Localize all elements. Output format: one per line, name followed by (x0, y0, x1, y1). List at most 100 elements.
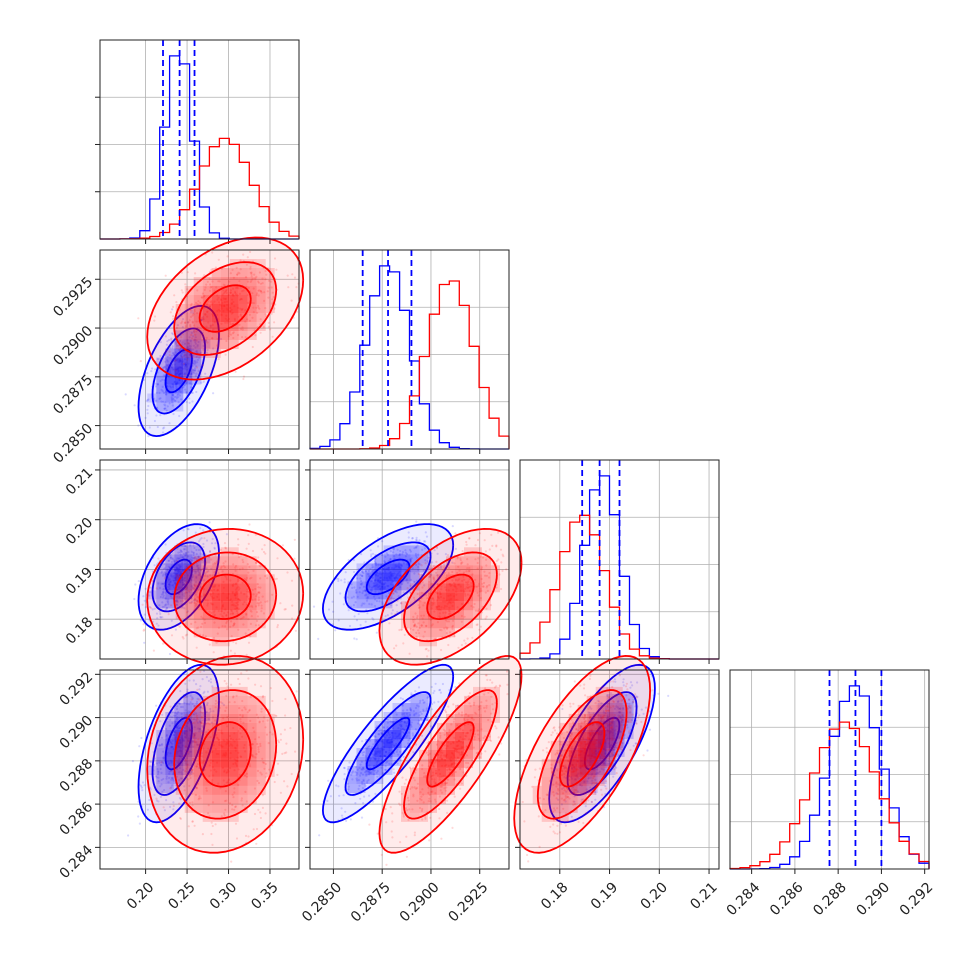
scatter-point (165, 409, 168, 412)
scatter-point (160, 388, 163, 391)
scatter-point (194, 593, 197, 596)
scatter-point (174, 351, 177, 354)
scatter-point (147, 404, 150, 408)
scatter-point (646, 749, 649, 752)
scatter-point (155, 399, 158, 402)
scatter-point (172, 397, 175, 401)
scatter-point (166, 600, 169, 603)
scatter-point (167, 601, 170, 604)
scatter-point (168, 566, 171, 569)
scatter-point (206, 575, 209, 578)
scatter-point (157, 582, 160, 585)
scatter-point (180, 355, 183, 358)
scatter-point (163, 407, 166, 410)
scatter-point (181, 341, 184, 344)
density-cell (183, 330, 193, 340)
scatter-point (312, 605, 316, 608)
density-red-3-0 (146, 655, 305, 854)
scatter-point (192, 344, 195, 347)
scatter-point (194, 367, 197, 370)
scatter-point (166, 355, 169, 359)
density-cell (165, 348, 175, 358)
density-cell (183, 339, 193, 349)
scatter-point (145, 400, 148, 403)
scatter-point (172, 354, 176, 357)
scatter-point (194, 531, 197, 534)
scatter-point (141, 603, 144, 606)
scatter-point (184, 382, 187, 385)
scatter-point (137, 317, 140, 320)
scatter-point (165, 393, 168, 396)
scatter-point (353, 637, 356, 640)
scatter-point (171, 563, 174, 566)
scatter-point (172, 333, 175, 336)
scatter-point (178, 557, 181, 560)
scatter-point (169, 386, 173, 389)
scatter-point (202, 545, 205, 549)
scatter-point (177, 393, 180, 396)
scatter-point (191, 309, 194, 312)
scatter-point (165, 597, 168, 600)
scatter-point (157, 557, 160, 560)
density-cell (156, 402, 166, 412)
scatter-point (164, 401, 167, 404)
contour-blue (151, 327, 206, 415)
scatter-point (161, 378, 164, 381)
scatter-point (154, 385, 157, 388)
scatter-point (139, 360, 142, 363)
density-cell (165, 393, 175, 403)
scatter-point (164, 391, 167, 394)
scatter-point (197, 555, 200, 558)
panel-2-0 (95, 460, 299, 664)
scatter-point (200, 381, 203, 384)
scatter-point (161, 616, 164, 619)
scatter-point (163, 562, 166, 566)
scatter-point (168, 422, 171, 425)
density-cell (192, 339, 202, 349)
scatter-point (175, 395, 178, 398)
scatter-point (176, 595, 179, 598)
scatter-point (194, 350, 197, 353)
scatter-point (155, 391, 158, 394)
scatter-point (197, 574, 200, 577)
scatter-point (161, 582, 164, 585)
scatter-point (144, 416, 147, 419)
scatter-point (176, 344, 179, 347)
scatter-point (172, 560, 176, 563)
scatter-point (177, 401, 180, 404)
scatter-point (327, 779, 330, 782)
scatter-point (208, 521, 211, 524)
scatter-point (193, 369, 196, 372)
scatter-point (213, 546, 216, 549)
scatter-point (161, 385, 164, 388)
scatter-point (199, 351, 202, 354)
scatter-point (166, 359, 169, 362)
scatter-point (155, 704, 158, 707)
scatter-point (177, 396, 180, 399)
scatter-point (184, 388, 187, 391)
scatter-point (173, 399, 176, 402)
scatter-point (177, 348, 180, 351)
scatter-point (159, 616, 162, 619)
scatter-point (142, 623, 145, 626)
scatter-point (200, 537, 203, 540)
scatter-point (151, 608, 154, 611)
scatter-point (187, 551, 190, 554)
scatter-point (242, 377, 245, 381)
scatter-point (162, 374, 165, 377)
scatter-point (190, 585, 193, 588)
scatter-point (182, 529, 185, 532)
scatter-point (174, 341, 177, 344)
scatter-point (146, 398, 149, 402)
scatter-point (172, 559, 175, 562)
scatter-point (140, 736, 143, 740)
scatter-point (172, 412, 175, 416)
scatter-point (212, 392, 215, 395)
scatter-point (200, 318, 203, 322)
scatter-point (167, 568, 170, 571)
scatter-point (137, 580, 140, 583)
scatter-point (181, 318, 185, 321)
scatter-point (163, 407, 166, 410)
scatter-point (162, 366, 165, 369)
scatter-point (197, 569, 200, 572)
